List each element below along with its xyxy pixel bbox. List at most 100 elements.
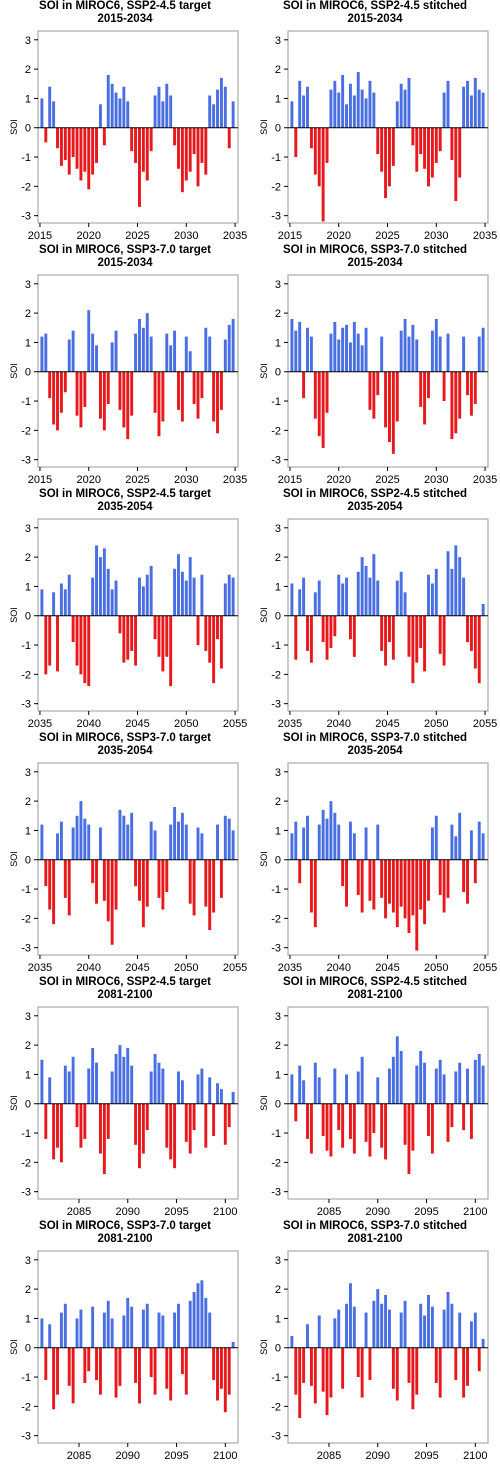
- soi-bar-positive: [380, 1303, 384, 1348]
- soi-bar-negative: [294, 1103, 298, 1122]
- x-tick-label: 2025: [125, 230, 149, 242]
- soi-bar-negative: [415, 615, 419, 663]
- soi-bar-negative: [165, 615, 169, 657]
- soi-bar-negative: [423, 859, 427, 925]
- soi-bar-positive: [231, 318, 235, 372]
- soi-bar-positive: [411, 324, 415, 372]
- soi-bar-positive: [352, 95, 356, 128]
- soi-bar-negative: [87, 1347, 91, 1372]
- soi-bar-negative: [403, 859, 407, 919]
- soi-bar-negative: [442, 859, 446, 913]
- soi-bar-negative: [313, 127, 317, 175]
- soi-bar-negative: [79, 127, 83, 181]
- soi-bar-positive: [399, 1312, 403, 1348]
- x-tick-label: 2090: [116, 1206, 140, 1218]
- soi-bar-negative: [126, 615, 130, 660]
- soi-bar-positive: [356, 571, 360, 616]
- soi-bar-positive: [208, 336, 212, 372]
- y-tick-label: 1: [25, 825, 31, 837]
- chart-plot: -3 -2 -1 0 1 2 3 2085 2090 2095 2100 SOI: [9, 1006, 239, 1218]
- soi-bar-negative: [52, 859, 56, 925]
- soi-bar-negative: [165, 1103, 169, 1148]
- soi-bar-positive: [325, 818, 329, 860]
- x-tick-label: 2020: [326, 230, 350, 242]
- soi-bar-positive: [223, 815, 227, 860]
- soi-bar-positive: [67, 1071, 71, 1104]
- soi-bar-negative: [196, 371, 200, 419]
- soi-bar-positive: [294, 330, 298, 372]
- x-tick-label: 2035: [473, 230, 497, 242]
- soi-bar-positive: [399, 330, 403, 372]
- x-tick-label: 2030: [424, 474, 448, 486]
- soi-bar-positive: [231, 830, 235, 860]
- soi-bar-positive: [79, 801, 83, 860]
- soi-bar-positive: [231, 1341, 235, 1348]
- soi-bar-positive: [71, 827, 75, 860]
- soi-bar-negative: [341, 1103, 345, 1148]
- soi-bar-positive: [63, 589, 67, 616]
- soi-bar-positive: [48, 1077, 52, 1104]
- y-tick-label: 2: [275, 64, 281, 76]
- soi-chart-panel: SOI in MIROC6, SSP2-4.5 target 2081-2100 -…: [0, 976, 250, 1220]
- x-tick-label: 2020: [76, 474, 100, 486]
- y-axis-label: SOI: [9, 363, 19, 379]
- soi-bar-negative: [118, 615, 122, 634]
- soi-bar-negative: [466, 615, 469, 643]
- soi-bar-negative: [75, 127, 79, 169]
- soi-bar-positive: [481, 327, 485, 372]
- soi-bar-positive: [290, 318, 294, 372]
- soi-bar-positive: [130, 1306, 134, 1348]
- soi-bar-negative: [219, 371, 223, 410]
- x-tick-label: 2085: [67, 1450, 91, 1462]
- soi-bar-positive: [395, 1036, 399, 1104]
- y-tick-label: -3: [21, 1187, 31, 1199]
- soi-bar-negative: [411, 1103, 415, 1151]
- soi-bar-negative: [56, 1103, 59, 1148]
- soi-bar-positive: [348, 821, 352, 860]
- soi-bar-negative: [219, 859, 223, 898]
- soi-bar-negative: [157, 371, 161, 437]
- soi-bar-negative: [321, 127, 325, 222]
- y-tick-label: 3: [275, 767, 281, 779]
- soi-bar-negative: [352, 1103, 356, 1154]
- soi-bar-negative: [118, 1347, 122, 1386]
- soi-bar-positive: [434, 815, 438, 860]
- soi-bar-positive: [212, 104, 216, 128]
- chart-subtitle: 2035-2054: [97, 501, 153, 513]
- y-tick-label: 2: [25, 1284, 31, 1296]
- soi-bar-negative: [219, 1347, 223, 1389]
- soi-bar-negative: [313, 1347, 317, 1404]
- y-tick-label: -3: [21, 943, 31, 955]
- x-tick-label: 2035: [28, 962, 52, 974]
- x-tick-label: 2025: [375, 474, 399, 486]
- soi-bar-negative: [360, 1347, 364, 1398]
- y-tick-label: -1: [271, 1128, 281, 1140]
- x-tick-label: 2055: [473, 718, 497, 730]
- chart-title: SOI in MIROC6, SSP3-7.0 stitched: [282, 244, 468, 256]
- soi-bar-positive: [341, 583, 345, 616]
- soi-bar-positive: [95, 1062, 98, 1104]
- soi-bar-negative: [321, 371, 325, 448]
- soi-bar-positive: [302, 1080, 306, 1104]
- soi-bar-negative: [325, 615, 329, 660]
- soi-bar-negative: [141, 859, 145, 928]
- y-tick-label: -3: [271, 455, 281, 467]
- soi-bar-positive: [184, 580, 188, 616]
- y-axis-label: SOI: [9, 851, 19, 867]
- soi-bar-positive: [360, 1056, 364, 1104]
- soi-bar-positive: [434, 568, 438, 616]
- chart-subtitle: 2035-2054: [97, 745, 153, 757]
- soi-bar-positive: [407, 77, 411, 128]
- soi-bar-negative: [200, 127, 204, 163]
- chart-title: SOI in MIROC6, SSP2-4.5 stitched: [282, 488, 468, 500]
- soi-bar-positive: [376, 580, 380, 616]
- soi-bar-positive: [114, 1053, 118, 1104]
- chart-title: SOI in MIROC6, SSP2-4.5 stitched: [282, 976, 468, 988]
- soi-bar-negative: [384, 859, 388, 919]
- soi-bar-positive: [430, 583, 434, 616]
- soi-bar-positive: [368, 80, 372, 128]
- soi-bar-negative: [309, 127, 313, 149]
- soi-bar-negative: [430, 1103, 434, 1154]
- soi-bar-positive: [161, 1068, 165, 1104]
- soi-bar-positive: [145, 574, 149, 616]
